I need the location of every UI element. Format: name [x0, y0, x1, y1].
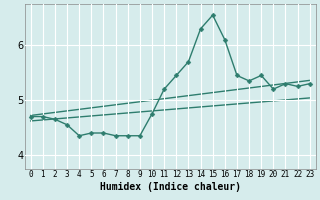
X-axis label: Humidex (Indice chaleur): Humidex (Indice chaleur) [100, 182, 241, 192]
